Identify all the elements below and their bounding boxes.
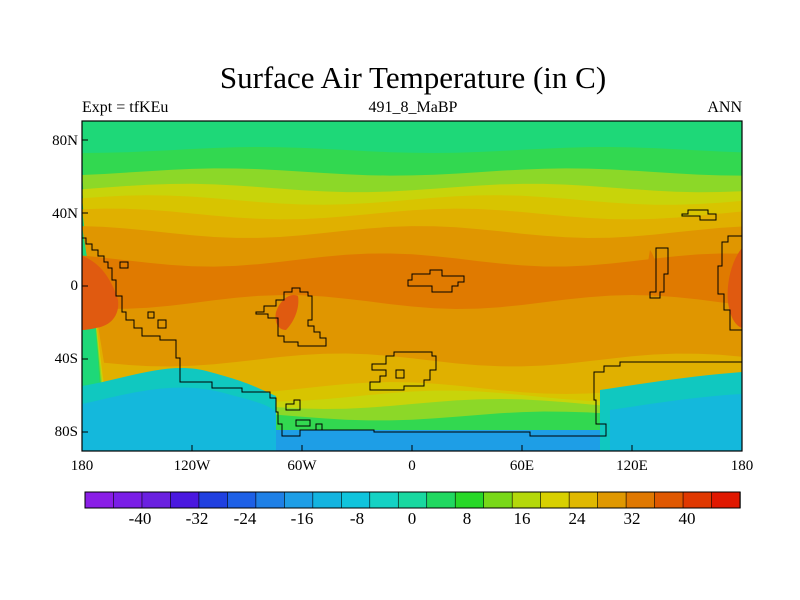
colorbar-swatch	[198, 491, 229, 509]
lat-label-equator: 0	[70, 278, 79, 294]
colorbar-label: -16	[290, 509, 314, 528]
colorbar-swatch	[227, 491, 257, 509]
colorbar	[84, 491, 741, 509]
colorbar-label: 32	[623, 509, 641, 528]
colorbar-swatch	[84, 491, 115, 509]
temperature-bands	[82, 147, 742, 440]
coast-northeast-island	[681, 209, 717, 221]
period-label: 491_8_MaBP	[368, 99, 458, 116]
lon-label-120e: 120E	[616, 458, 648, 474]
lon-label-0: 0	[408, 458, 416, 474]
lon-label-120w: 120W	[173, 458, 211, 474]
lat-label-40n: 40N	[52, 206, 78, 222]
season-label: ANN	[707, 99, 742, 116]
coast-island-b	[147, 311, 155, 319]
coast-far-east-continent	[717, 235, 742, 331]
colorbar-swatch	[711, 491, 741, 509]
colorbar-label: 24	[568, 509, 586, 528]
coast-west-continent	[82, 237, 742, 437]
colorbar-label: 16	[513, 509, 531, 528]
lon-label-180w: 180	[70, 458, 94, 474]
colorbar-swatch	[312, 491, 343, 509]
colorbar-swatch	[483, 491, 513, 509]
warm-spot-east-inland	[647, 250, 658, 297]
continent-outlines	[82, 209, 742, 437]
lon-label-180e: 180	[730, 458, 754, 474]
lon-label-60e: 60E	[509, 458, 535, 474]
colorbar-label: 40	[678, 509, 696, 528]
map-title: Surface Air Temperature (in C)	[219, 60, 607, 95]
colorbar-swatch	[284, 491, 314, 509]
temperature-band-deep-orange	[82, 253, 742, 309]
colorbar-swatch	[568, 491, 599, 509]
warm-spot-west	[82, 256, 119, 330]
axis-ticks	[81, 139, 743, 451]
colorbar-swatch	[397, 491, 428, 509]
colorbar-frame	[84, 491, 741, 509]
colorbar-swatch	[170, 491, 200, 509]
colorbar-swatch	[426, 491, 456, 509]
colorbar-swatch	[369, 491, 399, 509]
cold-region-southwest-core	[82, 387, 276, 451]
coast-island-c	[157, 319, 167, 329]
colorbar-label: -24	[233, 509, 257, 528]
coast-central-continent	[255, 287, 327, 347]
experiment-label: Expt = tfKEu	[82, 99, 169, 116]
colorbar-swatch	[625, 491, 656, 509]
colorbar-swatch	[113, 491, 143, 509]
coast-south-continent	[369, 351, 437, 391]
colorbar-swatch	[682, 491, 713, 509]
coast-north-continent	[407, 269, 465, 293]
coast-island-a	[119, 261, 129, 269]
colorbar-swatch	[597, 491, 627, 509]
temperature-anomalies	[82, 248, 742, 451]
warm-spot-east	[727, 248, 742, 328]
colorbar-swatch	[454, 491, 485, 509]
colorbar-swatch	[255, 491, 286, 509]
colorbar-label: -32	[185, 509, 209, 528]
colorbar-swatch	[340, 491, 371, 509]
coast-polar-islands	[285, 399, 323, 431]
cold-region-southeast-core	[610, 394, 742, 451]
lat-label-80s: 80S	[54, 424, 78, 440]
coast-east-continent	[649, 247, 669, 299]
lat-label-40s: 40S	[54, 351, 78, 367]
colorbar-label: -40	[128, 509, 152, 528]
temperature-field	[82, 121, 742, 451]
colorbar-label: -8	[349, 509, 365, 528]
colorbar-swatch	[141, 491, 172, 509]
lon-label-60w: 60W	[287, 458, 317, 474]
colorbar-swatch	[511, 491, 542, 509]
lat-label-80n: 80N	[52, 133, 78, 149]
warm-spot-central	[275, 294, 299, 330]
colorbar-label: 0	[407, 509, 417, 528]
cold-region-south-pole	[276, 430, 600, 451]
colorbar-swatch	[654, 491, 684, 509]
colorbar-label: 8	[462, 509, 472, 528]
colorbar-swatch	[540, 491, 570, 509]
